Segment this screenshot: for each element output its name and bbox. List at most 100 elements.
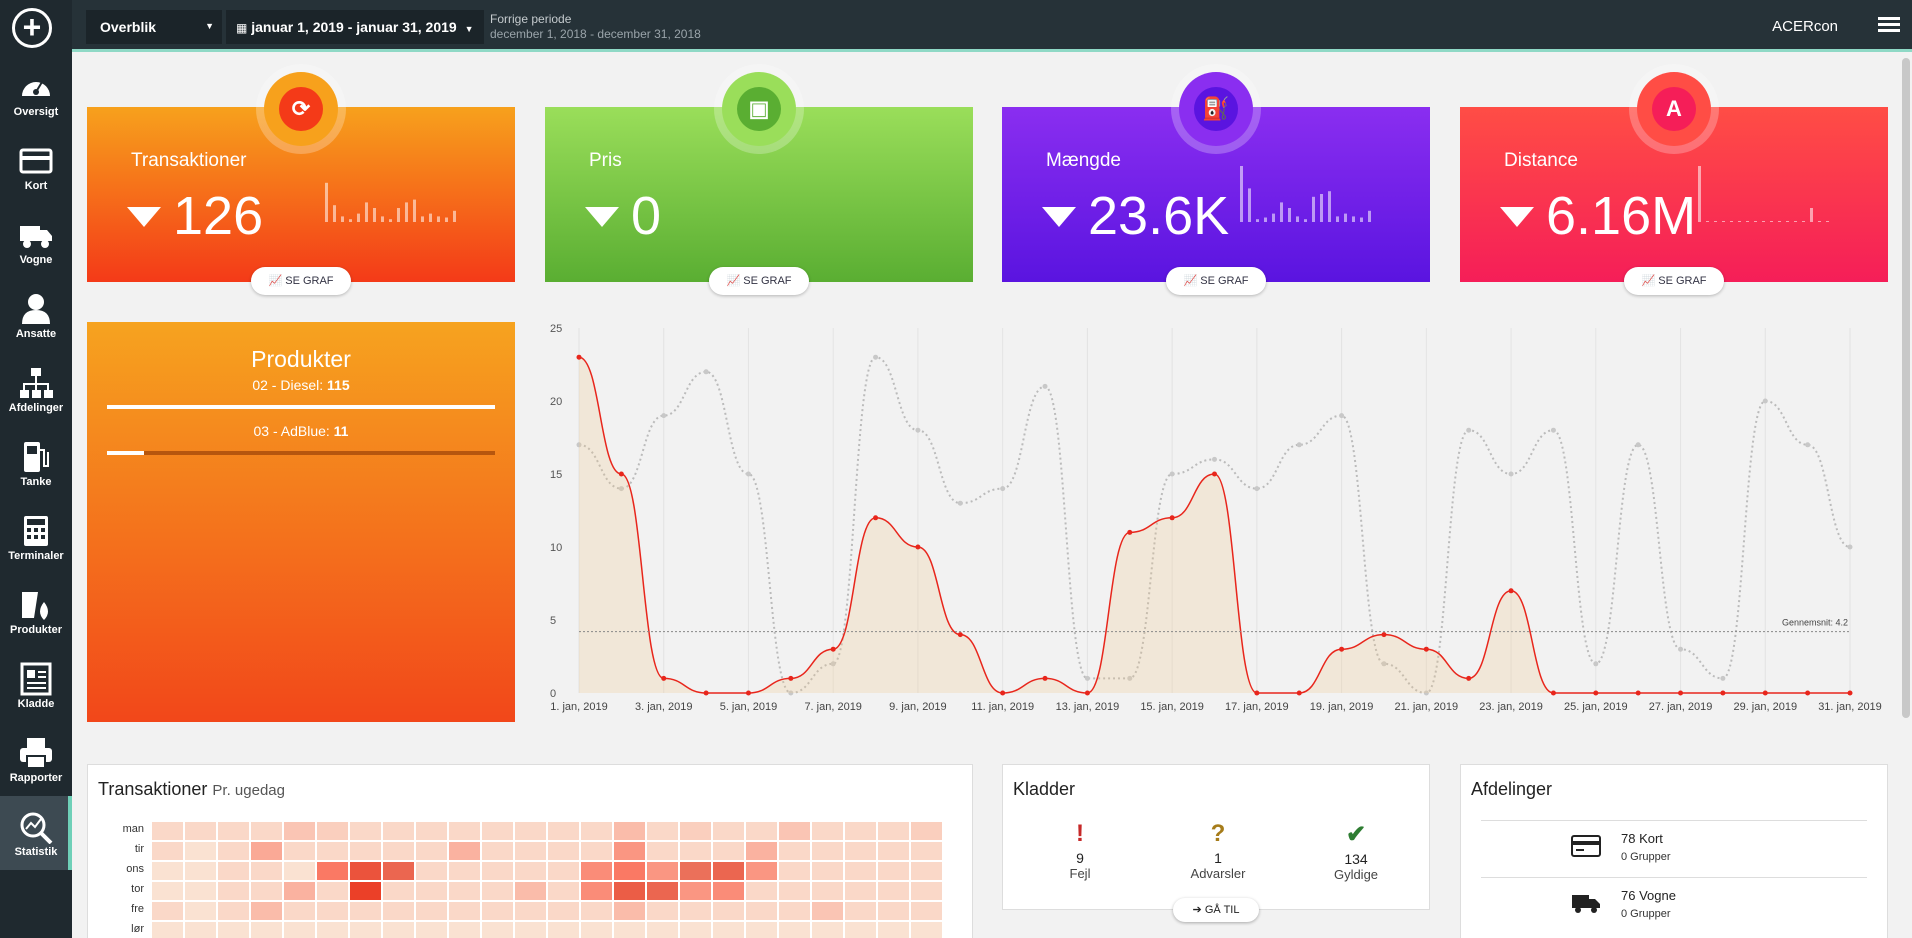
heatmap-cell[interactable] — [251, 822, 282, 840]
department-row-cards[interactable]: 78 Kort 0 Grupper — [1481, 820, 1867, 876]
heatmap-cell[interactable] — [680, 862, 711, 880]
heatmap-cell[interactable] — [548, 862, 579, 880]
heatmap-cell[interactable] — [581, 842, 612, 860]
heatmap-cell[interactable] — [812, 842, 843, 860]
heatmap-cell[interactable] — [284, 822, 315, 840]
errors-stat[interactable]: ! 9 Fejl — [1025, 820, 1135, 881]
heatmap-cell[interactable] — [614, 842, 645, 860]
heatmap-cell[interactable] — [812, 822, 843, 840]
heatmap-cell[interactable] — [515, 822, 546, 840]
heatmap-cell[interactable] — [152, 842, 183, 860]
heatmap-cell[interactable] — [416, 862, 447, 880]
heatmap-cell[interactable] — [647, 902, 678, 920]
heatmap-cell[interactable] — [152, 922, 183, 938]
heatmap-cell[interactable] — [449, 882, 480, 900]
heatmap-cell[interactable] — [350, 902, 381, 920]
heatmap-cell[interactable] — [317, 862, 348, 880]
heatmap-cell[interactable] — [416, 922, 447, 938]
sidebar-item-kort[interactable]: Kort — [0, 130, 72, 204]
heatmap-cell[interactable] — [845, 842, 876, 860]
heatmap-cell[interactable] — [911, 882, 942, 900]
add-icon[interactable]: + — [12, 8, 52, 48]
sidebar-item-statistik[interactable]: Statistik — [0, 796, 72, 870]
heatmap-cell[interactable] — [614, 922, 645, 938]
heatmap-cell[interactable] — [383, 822, 414, 840]
heatmap-cell[interactable] — [878, 842, 909, 860]
heatmap-cell[interactable] — [746, 902, 777, 920]
heatmap-cell[interactable] — [713, 922, 744, 938]
heatmap-cell[interactable] — [383, 882, 414, 900]
heatmap-cell[interactable] — [812, 902, 843, 920]
heatmap-cell[interactable] — [185, 882, 216, 900]
heatmap-cell[interactable] — [317, 902, 348, 920]
sidebar-item-rapporter[interactable]: Rapporter — [0, 722, 72, 796]
sidebar-item-oversigt[interactable]: Oversigt — [0, 56, 72, 130]
scrollbar[interactable] — [1902, 58, 1910, 718]
heatmap-cell[interactable] — [317, 822, 348, 840]
heatmap-cell[interactable] — [779, 822, 810, 840]
heatmap-cell[interactable] — [878, 902, 909, 920]
heatmap-cell[interactable] — [251, 842, 282, 860]
sidebar-item-kladde[interactable]: Kladde — [0, 648, 72, 722]
heatmap-cell[interactable] — [548, 902, 579, 920]
heatmap-cell[interactable] — [350, 922, 381, 938]
heatmap-cell[interactable] — [746, 862, 777, 880]
sidebar-item-tanke[interactable]: Tanke — [0, 426, 72, 500]
heatmap-cell[interactable] — [746, 842, 777, 860]
heatmap-cell[interactable] — [383, 842, 414, 860]
heatmap-cell[interactable] — [350, 822, 381, 840]
heatmap-cell[interactable] — [185, 842, 216, 860]
heatmap-cell[interactable] — [383, 862, 414, 880]
heatmap-cell[interactable] — [515, 922, 546, 938]
see-graph-button[interactable]: 📈 SE GRAF — [1624, 267, 1724, 295]
heatmap-cell[interactable] — [614, 882, 645, 900]
goto-button[interactable]: ➔ GÅ TIL — [1173, 898, 1259, 922]
heatmap-cell[interactable] — [581, 922, 612, 938]
heatmap-cell[interactable] — [581, 882, 612, 900]
heatmap-cell[interactable] — [614, 822, 645, 840]
heatmap-cell[interactable] — [218, 842, 249, 860]
heatmap-cell[interactable] — [911, 902, 942, 920]
heatmap-cell[interactable] — [680, 822, 711, 840]
heatmap-cell[interactable] — [218, 902, 249, 920]
heatmap-cell[interactable] — [680, 882, 711, 900]
heatmap-cell[interactable] — [548, 882, 579, 900]
view-select[interactable]: Overblik ▼ — [86, 10, 222, 44]
heatmap-cell[interactable] — [152, 862, 183, 880]
department-row-vehicles[interactable]: 76 Vogne 0 Grupper — [1481, 877, 1867, 933]
heatmap-cell[interactable] — [581, 902, 612, 920]
heatmap-cell[interactable] — [218, 882, 249, 900]
heatmap-cell[interactable] — [317, 842, 348, 860]
heatmap-cell[interactable] — [845, 882, 876, 900]
heatmap-cell[interactable] — [218, 822, 249, 840]
heatmap-cell[interactable] — [482, 862, 513, 880]
heatmap-cell[interactable] — [845, 862, 876, 880]
heatmap-cell[interactable] — [515, 842, 546, 860]
heatmap-cell[interactable] — [251, 862, 282, 880]
heatmap-cell[interactable] — [383, 922, 414, 938]
heatmap-cell[interactable] — [713, 822, 744, 840]
heatmap-cell[interactable] — [911, 822, 942, 840]
heatmap-cell[interactable] — [647, 922, 678, 938]
heatmap-cell[interactable] — [185, 902, 216, 920]
heatmap-cell[interactable] — [449, 902, 480, 920]
heatmap-cell[interactable] — [812, 862, 843, 880]
heatmap-cell[interactable] — [812, 922, 843, 938]
sidebar-item-produkter[interactable]: Produkter — [0, 574, 72, 648]
heatmap-cell[interactable] — [614, 902, 645, 920]
heatmap-cell[interactable] — [680, 922, 711, 938]
heatmap-cell[interactable] — [812, 882, 843, 900]
heatmap-cell[interactable] — [449, 842, 480, 860]
heatmap-cell[interactable] — [185, 922, 216, 938]
heatmap-cell[interactable] — [251, 922, 282, 938]
valid-stat[interactable]: ✔ 134 Gyldige — [1301, 820, 1411, 882]
heatmap-cell[interactable] — [515, 882, 546, 900]
heatmap-cell[interactable] — [350, 862, 381, 880]
heatmap-cell[interactable] — [680, 842, 711, 860]
hamburger-menu-icon[interactable] — [1878, 14, 1900, 36]
heatmap-cell[interactable] — [449, 862, 480, 880]
heatmap-cell[interactable] — [482, 842, 513, 860]
warnings-stat[interactable]: ? 1 Advarsler — [1163, 820, 1273, 881]
heatmap-cell[interactable] — [482, 922, 513, 938]
heatmap-cell[interactable] — [779, 922, 810, 938]
